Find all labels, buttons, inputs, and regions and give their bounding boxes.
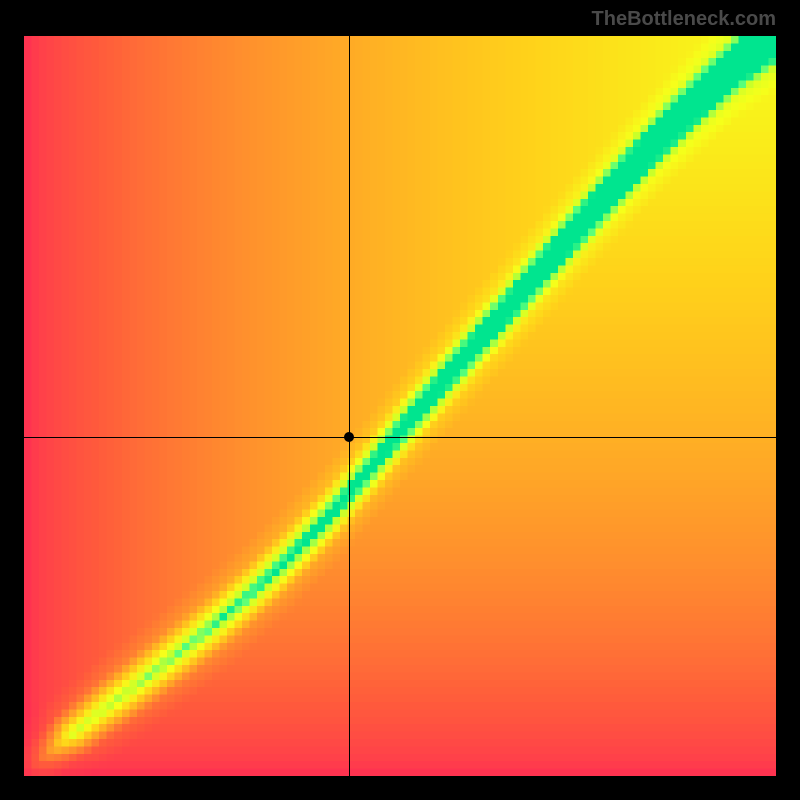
crosshair-horizontal <box>24 437 776 438</box>
data-point-marker <box>344 432 354 442</box>
crosshair-vertical <box>349 36 350 776</box>
watermark: TheBottleneck.com <box>592 8 776 31</box>
heatmap-plot <box>24 36 776 776</box>
heatmap-svg <box>24 36 776 776</box>
